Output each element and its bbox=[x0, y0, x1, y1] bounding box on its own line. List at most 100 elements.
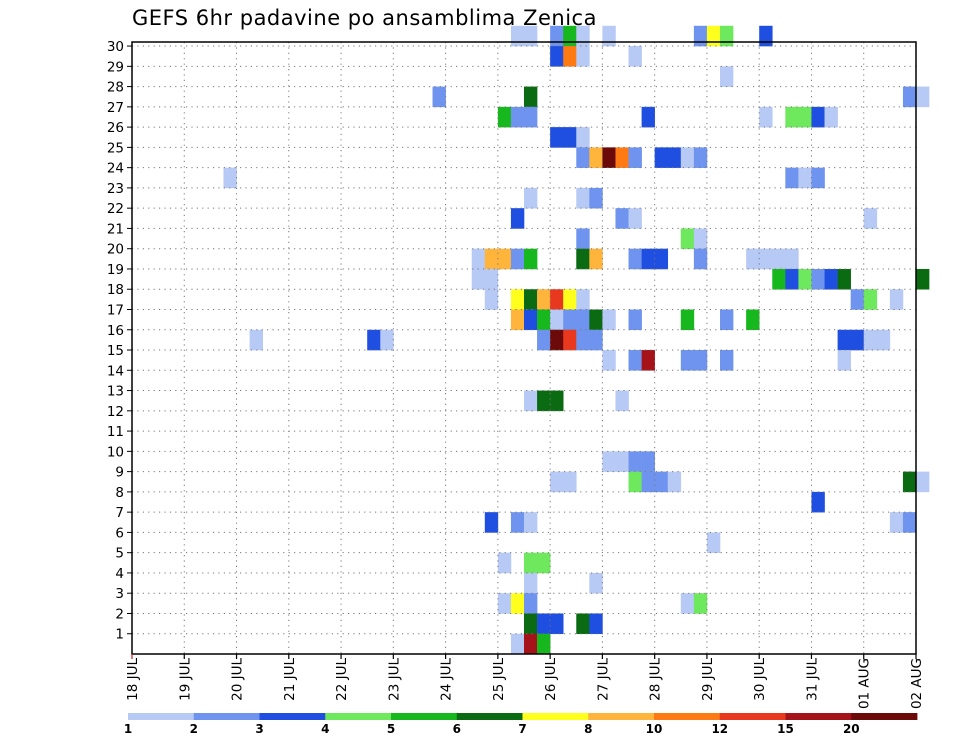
colorbar-label: 4 bbox=[321, 722, 329, 736]
colorbar-swatch bbox=[785, 713, 852, 720]
heatmap-cell bbox=[537, 309, 551, 331]
colorbar-label: 10 bbox=[646, 722, 663, 736]
heatmap-cell bbox=[680, 309, 695, 331]
x-tick-label: 26 JUL bbox=[543, 658, 559, 701]
heatmap-cell bbox=[785, 268, 799, 290]
heatmap-cell bbox=[720, 309, 734, 331]
heatmap-cell bbox=[524, 512, 538, 533]
colorbar-label: 15 bbox=[777, 722, 794, 736]
heatmap-cell bbox=[641, 106, 655, 128]
heatmap-cell bbox=[798, 106, 812, 128]
y-tick-label: 21 bbox=[107, 221, 124, 237]
heatmap-cell bbox=[537, 633, 551, 655]
heatmap-cell bbox=[772, 268, 786, 290]
heatmap-cell bbox=[628, 350, 642, 371]
heatmap-cell bbox=[693, 25, 708, 47]
heatmap-cell bbox=[484, 512, 499, 533]
x-tick-label: 25 JUL bbox=[491, 658, 507, 701]
heatmap-cell bbox=[902, 471, 917, 493]
heatmap-cell bbox=[641, 350, 655, 371]
y-tick-label: 11 bbox=[107, 424, 124, 440]
heatmap-cell bbox=[589, 248, 603, 270]
heatmap-cell bbox=[550, 390, 564, 412]
heatmap-cell bbox=[510, 289, 525, 310]
y-tick-label: 30 bbox=[107, 39, 124, 55]
heatmap-cell bbox=[510, 208, 525, 229]
heatmap-cell bbox=[798, 167, 812, 189]
heatmap-cell bbox=[563, 471, 577, 493]
heatmap-cell bbox=[628, 208, 642, 229]
heatmap-cell bbox=[602, 350, 616, 371]
heatmap-cell bbox=[667, 471, 682, 493]
heatmap-cell bbox=[524, 289, 538, 310]
heatmap-cell bbox=[615, 147, 629, 168]
heatmap-cell bbox=[550, 613, 564, 635]
y-tick-label: 14 bbox=[107, 363, 124, 379]
heatmap-cell bbox=[537, 613, 551, 635]
colorbar-label: 1 bbox=[124, 722, 132, 736]
heatmap-cell bbox=[589, 187, 603, 209]
heatmap-cell bbox=[563, 46, 577, 67]
heatmap-cell bbox=[863, 289, 878, 310]
heatmap-cell bbox=[680, 147, 695, 168]
heatmap-cell bbox=[484, 248, 499, 270]
heatmap-cell bbox=[524, 593, 538, 614]
heatmap-cell bbox=[524, 309, 538, 331]
x-tick-label: 18 JUL bbox=[125, 658, 141, 701]
heatmap-cell bbox=[798, 268, 812, 290]
heatmap-cell bbox=[811, 268, 825, 290]
heatmap-cell bbox=[720, 66, 734, 87]
y-tick-label: 12 bbox=[107, 404, 124, 420]
y-axis: 1234567891011121314151617181920212223242… bbox=[107, 39, 132, 643]
heatmap-cell bbox=[537, 390, 551, 412]
heatmap-cell bbox=[576, 613, 590, 635]
heatmap-cell bbox=[576, 25, 590, 47]
plot-frame bbox=[131, 41, 917, 655]
heatmap-cell bbox=[367, 329, 381, 351]
colorbar-swatch bbox=[456, 713, 523, 720]
heatmap-cell bbox=[510, 25, 525, 47]
heatmap-cell bbox=[249, 329, 263, 351]
y-tick-label: 26 bbox=[107, 120, 124, 136]
y-tick-label: 7 bbox=[115, 505, 124, 521]
colorbar-label: 3 bbox=[255, 722, 263, 736]
colorbar-swatch bbox=[193, 713, 260, 720]
heatmap-cell bbox=[563, 309, 577, 331]
heatmap-cell bbox=[576, 248, 590, 270]
heatmap-cell bbox=[693, 248, 708, 270]
heatmap-cell bbox=[524, 106, 538, 128]
heatmap-cell bbox=[497, 593, 512, 614]
y-tick-label: 17 bbox=[107, 302, 124, 318]
heatmap-cell bbox=[628, 309, 642, 331]
heatmap-cell bbox=[550, 25, 564, 47]
heatmap-cell bbox=[759, 248, 773, 270]
heatmap-cell bbox=[510, 248, 525, 270]
heatmap-cell bbox=[223, 167, 237, 189]
x-tick-label: 22 JUL bbox=[334, 658, 350, 701]
y-tick-label: 25 bbox=[107, 140, 124, 156]
heatmap-cell bbox=[471, 268, 486, 290]
heatmap-cell bbox=[615, 208, 629, 229]
heatmap-cell bbox=[680, 350, 695, 371]
heatmap-cell bbox=[693, 593, 708, 614]
colorbar-swatch bbox=[128, 713, 195, 720]
heatmap-cell bbox=[654, 147, 669, 168]
y-tick-label: 15 bbox=[107, 343, 124, 359]
heatmap-cell bbox=[720, 25, 734, 47]
y-tick-label: 28 bbox=[107, 80, 124, 96]
heatmap-cell bbox=[628, 46, 642, 67]
heatmap-cell bbox=[484, 268, 499, 290]
heatmap-cell bbox=[693, 147, 708, 168]
y-tick-label: 6 bbox=[115, 525, 124, 541]
y-tick-label: 9 bbox=[115, 465, 124, 481]
x-tick-label: 31 JUL bbox=[805, 658, 821, 701]
y-tick-label: 8 bbox=[115, 485, 124, 501]
y-tick-label: 27 bbox=[107, 100, 124, 116]
heatmap-cell bbox=[785, 248, 799, 270]
heatmap-cell bbox=[510, 512, 525, 533]
heatmap-cell bbox=[576, 187, 590, 209]
heatmap-cell bbox=[471, 248, 486, 270]
heatmap-cell bbox=[916, 268, 930, 290]
x-tick-label: 24 JUL bbox=[439, 658, 455, 701]
heatmap-cell bbox=[615, 390, 629, 412]
